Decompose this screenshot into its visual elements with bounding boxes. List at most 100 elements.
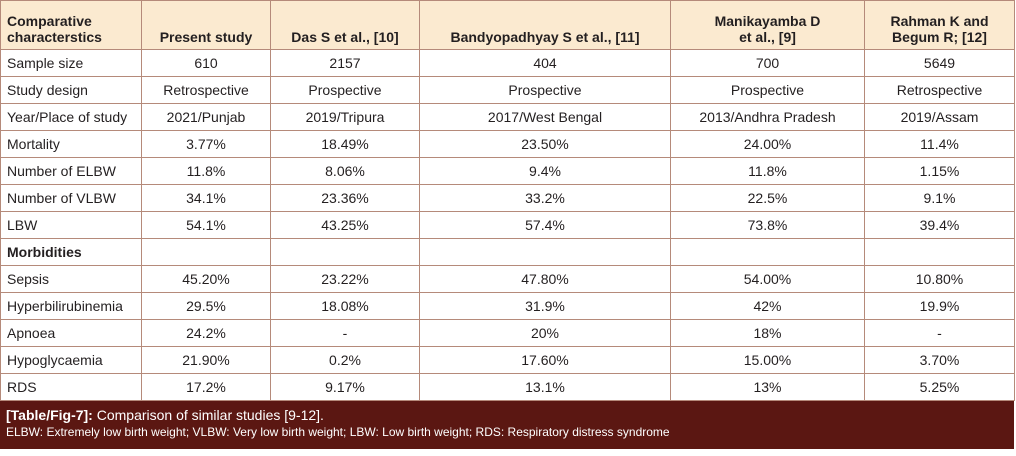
table-cell: 3.70% — [864, 346, 1015, 374]
table-cell — [864, 238, 1015, 266]
table-row: Mortality 3.77% 18.49% 23.50% 24.00% 11.4% — [0, 130, 1015, 158]
table-row: LBW 54.1% 43.25% 57.4% 73.8% 39.4% — [0, 211, 1015, 239]
table-cell: 13% — [670, 373, 865, 401]
table-cell: Retrospective — [864, 76, 1015, 104]
table-cell: 17.2% — [141, 373, 271, 401]
header-bandyopadhyay-text: Bandyopadhyay S et al., [11] — [450, 29, 640, 45]
table-row: Sepsis 45.20% 23.22% 47.80% 54.00% 10.80% — [0, 265, 1015, 293]
table-cell: 1.15% — [864, 157, 1015, 185]
table-cell: 47.80% — [419, 265, 671, 293]
table-cell: 9.1% — [864, 184, 1015, 212]
table-cell — [670, 238, 865, 266]
row-label: Hypoglycaemia — [0, 346, 142, 374]
table-cell: 404 — [419, 49, 671, 77]
table-cell: 10.80% — [864, 265, 1015, 293]
table-cell: 24.2% — [141, 319, 271, 347]
table-cell: 18.08% — [270, 292, 420, 320]
table-cell: 43.25% — [270, 211, 420, 239]
table-cell: 21.90% — [141, 346, 271, 374]
table-cell: - — [864, 319, 1015, 347]
header-manikayamba-text: Manikayamba D et al., [9] — [714, 13, 821, 45]
table-cell: 2157 — [270, 49, 420, 77]
caption-title: Comparison of similar studies [9-12]. — [92, 407, 324, 423]
table-row: Hypoglycaemia 21.90% 0.2% 17.60% 15.00% 3.70% — [0, 346, 1015, 374]
header-present-study-text: Present study — [159, 29, 253, 45]
row-label: RDS — [0, 373, 142, 401]
comparison-table: Comparative characterstics Present study… — [0, 0, 1015, 401]
table-cell: 19.9% — [864, 292, 1015, 320]
table-cell: 23.36% — [270, 184, 420, 212]
caption-tag: [Table/Fig-7]: — [6, 407, 93, 423]
row-label: Number of VLBW — [0, 184, 142, 212]
table-cell: 24.00% — [670, 130, 865, 158]
table-cell: 17.60% — [419, 346, 671, 374]
header-manikayamba: Manikayamba D et al., [9] — [670, 0, 865, 50]
table-cell: 33.2% — [419, 184, 671, 212]
table-cell: 45.20% — [141, 265, 271, 293]
table-cell: 29.5% — [141, 292, 271, 320]
table-cell: 18% — [670, 319, 865, 347]
header-characteristics-text: Comparative characterstics — [7, 13, 102, 45]
row-label: LBW — [0, 211, 142, 239]
table-cell: 57.4% — [419, 211, 671, 239]
table-cell: 610 — [141, 49, 271, 77]
table-cell: 5649 — [864, 49, 1015, 77]
table-cell: 2019/Tripura — [270, 103, 420, 131]
row-label: Mortality — [0, 130, 142, 158]
table-cell: 20% — [419, 319, 671, 347]
table-cell: 15.00% — [670, 346, 865, 374]
table-cell: 13.1% — [419, 373, 671, 401]
table-row: RDS 17.2% 9.17% 13.1% 13% 5.25% — [0, 373, 1015, 401]
table-row: Sample size 610 2157 404 700 5649 — [0, 49, 1015, 77]
table-row: Year/Place of study 2021/Punjab 2019/Tripu… — [0, 103, 1015, 131]
header-das: Das S et al., [10] — [270, 0, 420, 50]
header-bandyopadhyay: Bandyopadhyay S et al., [11] — [419, 0, 671, 50]
header-das-text: Das S et al., [10] — [291, 29, 399, 45]
table-cell: 11.8% — [141, 157, 271, 185]
table-cell: 5.25% — [864, 373, 1015, 401]
caption-footnote: ELBW: Extremely low birth weight; VLBW: … — [6, 425, 670, 439]
table-row: Study design Retrospective Prospective Pros… — [0, 76, 1015, 104]
table-cell — [141, 238, 271, 266]
table-cell: Prospective — [670, 76, 865, 104]
table-cell: 54.1% — [141, 211, 271, 239]
table-cell: 9.4% — [419, 157, 671, 185]
table-cell: 0.2% — [270, 346, 420, 374]
header-rahman-text: Rahman K and Begum R; [12] — [890, 13, 989, 45]
table-cell: 34.1% — [141, 184, 271, 212]
row-label: Morbidities — [0, 238, 142, 266]
table-cell: 42% — [670, 292, 865, 320]
table-cell: 2021/Punjab — [141, 103, 271, 131]
header-characteristics: Comparative characterstics — [0, 0, 142, 50]
table-cell: 23.50% — [419, 130, 671, 158]
table-cell — [270, 238, 420, 266]
table-cell: 2013/Andhra Pradesh — [670, 103, 865, 131]
table-cell: 39.4% — [864, 211, 1015, 239]
table-cell: 22.5% — [670, 184, 865, 212]
table-cell: Prospective — [419, 76, 671, 104]
header-rahman: Rahman K and Begum R; [12] — [864, 0, 1015, 50]
table-cell: 3.77% — [141, 130, 271, 158]
row-label: Year/Place of study — [0, 103, 142, 131]
row-label: Sepsis — [0, 265, 142, 293]
table-cell: 2017/West Bengal — [419, 103, 671, 131]
table-row: Morbidities — [0, 238, 1015, 266]
table-cell: 73.8% — [670, 211, 865, 239]
table-cell: 23.22% — [270, 265, 420, 293]
table-cell: 31.9% — [419, 292, 671, 320]
row-label: Apnoea — [0, 319, 142, 347]
row-label: Number of ELBW — [0, 157, 142, 185]
table-caption: [Table/Fig-7]: Comparison of similar stu… — [0, 401, 1014, 449]
table-cell: 54.00% — [670, 265, 865, 293]
table-header-row: Comparative characterstics Present study… — [0, 0, 1015, 50]
header-present-study: Present study — [141, 0, 271, 50]
table-cell: 11.8% — [670, 157, 865, 185]
table-cell: 18.49% — [270, 130, 420, 158]
table-cell: 8.06% — [270, 157, 420, 185]
table-row: Number of ELBW 11.8% 8.06% 9.4% 11.8% 1.15% — [0, 157, 1015, 185]
table-cell: 2019/Assam — [864, 103, 1015, 131]
caption-title-line: [Table/Fig-7]: Comparison of similar stu… — [6, 406, 1008, 424]
table-body: Sample size 610 2157 404 700 5649 Study design… — [0, 49, 1015, 401]
row-label: Hyperbilirubinemia — [0, 292, 142, 320]
table-cell: 9.17% — [270, 373, 420, 401]
